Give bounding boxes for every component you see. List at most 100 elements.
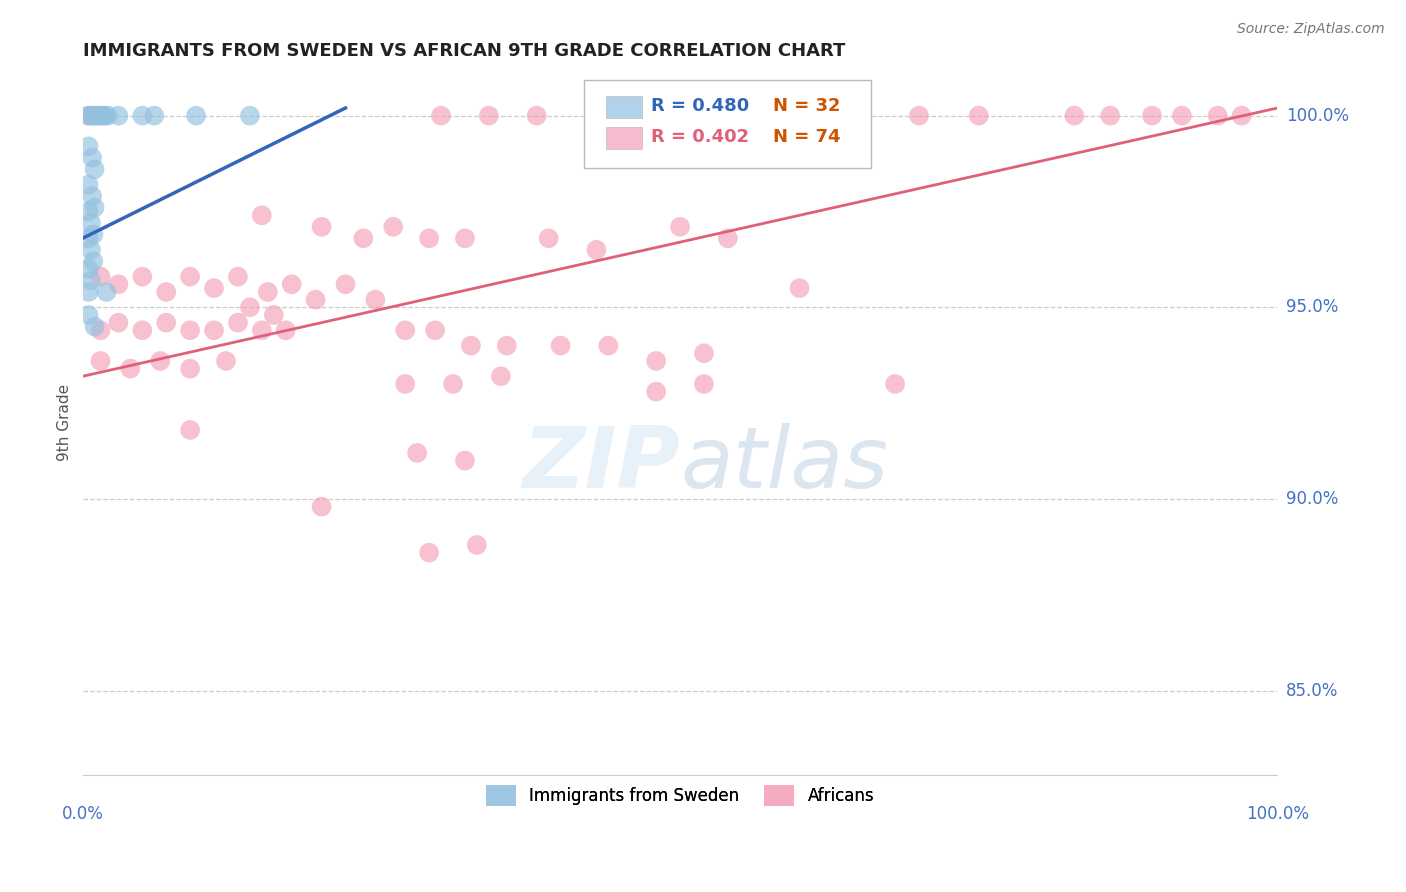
- Point: [77, 285, 100, 299]
- Point: [280, 277, 302, 292]
- Point: [77, 308, 100, 322]
- Point: [1171, 109, 1194, 123]
- Point: [250, 208, 273, 222]
- Point: [179, 361, 201, 376]
- Point: [537, 231, 560, 245]
- FancyBboxPatch shape: [606, 128, 641, 149]
- Point: [155, 316, 177, 330]
- Point: [1206, 109, 1229, 123]
- Point: [77, 178, 100, 192]
- Point: [669, 219, 692, 234]
- Point: [430, 109, 453, 123]
- Point: [82, 189, 104, 203]
- Text: 90.0%: 90.0%: [1286, 490, 1339, 508]
- FancyBboxPatch shape: [585, 80, 872, 169]
- Point: [77, 109, 100, 123]
- Point: [131, 323, 153, 337]
- Point: [226, 269, 249, 284]
- Point: [263, 308, 285, 322]
- Point: [311, 219, 333, 234]
- Point: [693, 376, 716, 391]
- Point: [717, 231, 740, 245]
- Point: [184, 109, 207, 123]
- Point: [107, 277, 129, 292]
- Point: [80, 273, 103, 287]
- Point: [250, 323, 273, 337]
- Point: [131, 109, 153, 123]
- Text: Source: ZipAtlas.com: Source: ZipAtlas.com: [1237, 22, 1385, 37]
- Point: [1063, 109, 1085, 123]
- Point: [89, 323, 111, 337]
- Point: [1099, 109, 1122, 123]
- Text: R = 0.480: R = 0.480: [651, 96, 749, 114]
- Point: [394, 323, 416, 337]
- Point: [87, 109, 110, 123]
- Legend: Immigrants from Sweden, Africans: Immigrants from Sweden, Africans: [479, 779, 882, 813]
- Text: 85.0%: 85.0%: [1286, 681, 1339, 699]
- Point: [202, 323, 225, 337]
- Point: [89, 354, 111, 368]
- Point: [585, 243, 607, 257]
- Point: [693, 346, 716, 360]
- Point: [352, 231, 374, 245]
- Text: IMMIGRANTS FROM SWEDEN VS AFRICAN 9TH GRADE CORRELATION CHART: IMMIGRANTS FROM SWEDEN VS AFRICAN 9TH GR…: [83, 42, 845, 60]
- Point: [179, 423, 201, 437]
- Point: [478, 109, 501, 123]
- Point: [143, 109, 166, 123]
- Point: [96, 285, 118, 299]
- Point: [239, 109, 262, 123]
- Point: [91, 109, 114, 123]
- Point: [728, 109, 751, 123]
- Point: [382, 219, 405, 234]
- Point: [179, 269, 201, 284]
- Point: [215, 354, 238, 368]
- Point: [149, 354, 172, 368]
- Point: [418, 231, 440, 245]
- Point: [394, 376, 416, 391]
- Point: [94, 109, 117, 123]
- Text: atlas: atlas: [681, 423, 889, 506]
- Point: [495, 338, 517, 352]
- Point: [550, 338, 572, 352]
- Point: [598, 338, 620, 352]
- Point: [80, 109, 103, 123]
- Point: [526, 109, 548, 123]
- Point: [131, 269, 153, 284]
- Point: [202, 281, 225, 295]
- Point: [645, 354, 668, 368]
- Point: [120, 361, 142, 376]
- Text: 95.0%: 95.0%: [1286, 298, 1339, 317]
- Point: [908, 109, 931, 123]
- Point: [256, 285, 278, 299]
- Point: [80, 216, 103, 230]
- Point: [155, 285, 177, 299]
- Point: [311, 500, 333, 514]
- Point: [82, 109, 104, 123]
- Point: [1230, 109, 1253, 123]
- Point: [454, 453, 477, 467]
- Point: [423, 323, 446, 337]
- Point: [226, 316, 249, 330]
- Point: [239, 301, 262, 315]
- Point: [77, 139, 100, 153]
- Point: [77, 109, 100, 123]
- Text: ZIP: ZIP: [523, 423, 681, 506]
- Point: [77, 231, 100, 245]
- Point: [83, 319, 105, 334]
- Point: [82, 227, 104, 242]
- Point: [1140, 109, 1163, 123]
- Text: N = 74: N = 74: [773, 128, 841, 145]
- Point: [77, 204, 100, 219]
- Point: [80, 243, 103, 257]
- Point: [107, 316, 129, 330]
- Point: [77, 262, 100, 277]
- Point: [89, 269, 111, 284]
- Y-axis label: 9th Grade: 9th Grade: [58, 384, 72, 461]
- Point: [967, 109, 990, 123]
- Point: [454, 231, 477, 245]
- Point: [884, 376, 907, 391]
- Text: N = 32: N = 32: [773, 96, 841, 114]
- Point: [82, 254, 104, 268]
- Point: [645, 384, 668, 399]
- Point: [813, 109, 835, 123]
